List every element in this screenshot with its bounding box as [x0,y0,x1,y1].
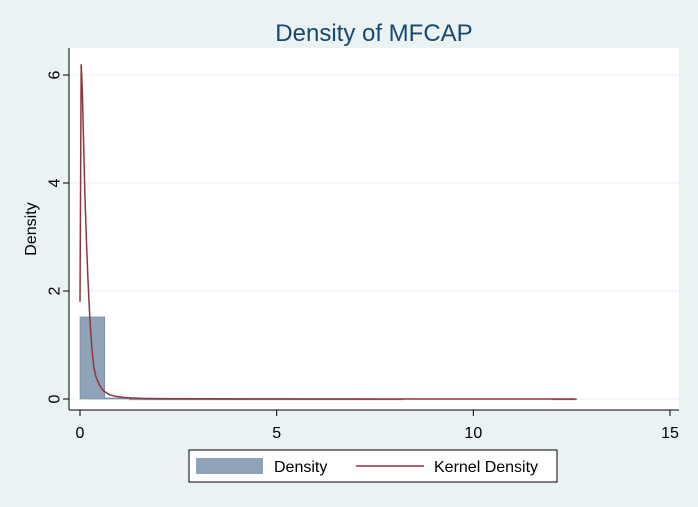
y-tick-label: 4 [47,178,64,187]
plot-area [69,48,679,410]
legend: Density Kernel Density [188,449,558,483]
x-tick-label: 5 [272,425,281,442]
y-axis-label: Density [23,202,40,255]
legend-density-swatch [196,458,263,474]
y-tick-label: 0 [47,394,64,403]
x-tick-label: 10 [464,425,482,442]
x-tick-label: 0 [76,425,85,442]
x-tick-label: 15 [661,425,679,442]
y-axis: 0 2 4 6 [47,48,70,410]
x-axis: 0 5 10 15 [69,409,679,442]
y-tick-label: 2 [47,286,64,295]
legend-density-label: Density [274,459,327,476]
kde-line [79,64,576,400]
y-tick-label: 6 [47,70,64,79]
kde-line-group [79,64,576,400]
legend-kde-label: Kernel Density [434,459,538,476]
chart-title: Density of MFCAP [275,20,472,47]
